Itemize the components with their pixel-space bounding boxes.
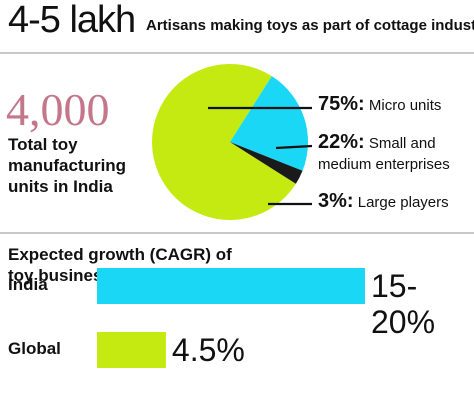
leader-line-sme xyxy=(275,144,313,150)
legend-sme-text: Small and xyxy=(368,135,436,152)
pie-slice-micro xyxy=(152,63,296,220)
units-number: 4,000 xyxy=(6,84,110,135)
legend-large-text: Large players xyxy=(357,194,449,211)
legend-sme: 22%: Small and xyxy=(318,131,436,153)
legend-micro: 75%: Micro units xyxy=(318,93,442,115)
bar-global xyxy=(97,332,166,368)
bar-india xyxy=(97,268,365,304)
headline-caption: Artisans making toys as part of cottage … xyxy=(146,17,474,34)
legend-sme-text-2: medium enterprises xyxy=(318,156,450,173)
bar-value-global: 4.5% xyxy=(171,332,245,368)
middle-divider xyxy=(0,232,474,234)
bar-label-global: Global xyxy=(8,339,61,358)
legend-micro-percent: 75%: xyxy=(318,93,365,115)
growth-title-line-1: Expected growth (CAGR) of xyxy=(8,245,232,264)
units-caption: Total toy manufacturing units in India xyxy=(8,135,127,196)
bar-label-india: India xyxy=(8,275,48,294)
bar-value-india: 15-20% xyxy=(371,268,436,340)
legend-large-percent: 3%: xyxy=(318,190,354,212)
legend-sme-percent: 22%: xyxy=(318,131,365,153)
legend-sme-line2: medium enterprises xyxy=(318,156,450,174)
pie-slice-large xyxy=(230,142,303,184)
legend-large: 3%: Large players xyxy=(318,190,449,212)
headline-number: 4-5 lakh xyxy=(8,0,136,41)
pie-chart xyxy=(152,63,313,220)
top-divider xyxy=(0,52,474,54)
legend-micro-text: Micro units xyxy=(368,97,442,114)
